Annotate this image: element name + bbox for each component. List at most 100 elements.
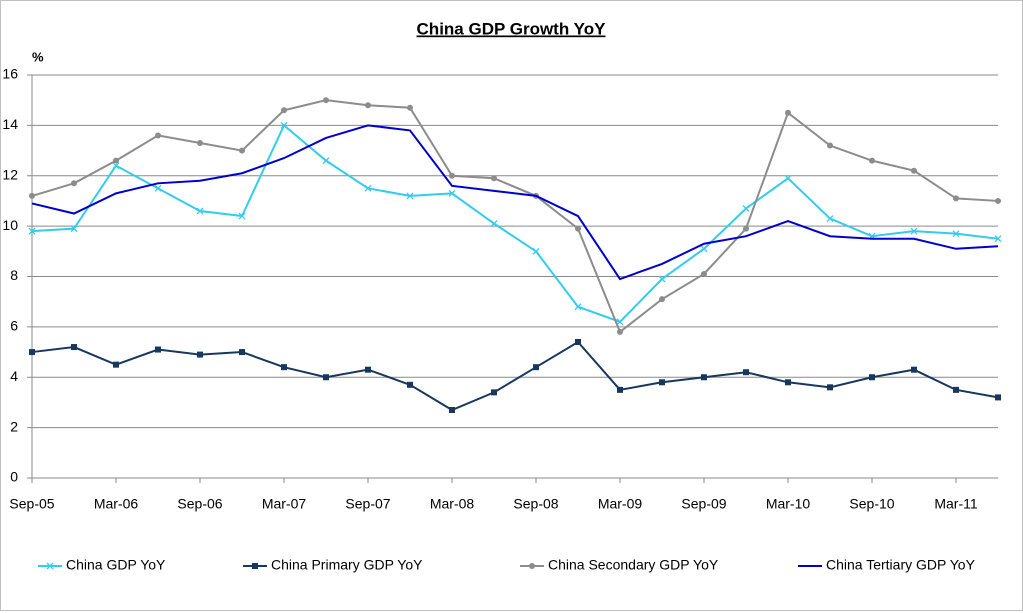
y-tick-label: 8 (10, 267, 18, 283)
x-tick-label: Mar-06 (94, 496, 139, 512)
marker (113, 157, 119, 164)
marker (155, 346, 161, 353)
marker (365, 102, 371, 109)
marker (490, 220, 498, 228)
marker (869, 374, 875, 381)
marker (700, 245, 708, 253)
marker (322, 157, 330, 165)
marker (995, 197, 1001, 204)
marker (784, 174, 792, 182)
marker (323, 97, 329, 104)
marker (617, 386, 623, 393)
marker (252, 563, 258, 569)
x-tick-label: Sep-08 (513, 496, 558, 512)
marker (785, 109, 791, 116)
marker (616, 318, 624, 326)
x-tick-label: Sep-06 (177, 496, 222, 512)
marker (827, 142, 833, 149)
x-tick-label: Sep-10 (849, 496, 894, 512)
marker (910, 227, 918, 235)
marker (575, 338, 581, 345)
marker (994, 235, 1002, 243)
marker (743, 369, 749, 376)
series-line (31, 340, 999, 412)
marker (406, 192, 414, 200)
marker (46, 562, 54, 570)
marker (196, 207, 204, 215)
marker (826, 215, 834, 223)
marker (529, 563, 535, 569)
x-tick-label: Mar-09 (598, 496, 643, 512)
marker (575, 225, 581, 232)
marker (155, 132, 161, 139)
legend-label: China Primary GDP YoY (271, 557, 423, 573)
x-tick-label: Sep-05 (9, 496, 54, 512)
marker (953, 195, 959, 202)
marker (407, 381, 413, 388)
x-tick-label: Mar-08 (430, 496, 475, 512)
series-line (31, 99, 999, 334)
marker (827, 384, 833, 391)
marker (71, 344, 77, 351)
marker (197, 351, 203, 358)
marker (281, 107, 287, 114)
marker (29, 349, 35, 356)
y-tick-label: 12 (2, 166, 18, 182)
marker (29, 192, 35, 199)
x-tick-label: Mar-11 (934, 496, 978, 512)
series-line (31, 123, 999, 323)
marker (743, 225, 749, 232)
marker (449, 172, 455, 179)
marker (742, 205, 750, 212)
marker (113, 361, 119, 368)
marker (71, 180, 77, 187)
marker (911, 167, 917, 174)
marker (281, 364, 287, 371)
marker (365, 366, 371, 373)
marker (407, 104, 413, 111)
marker (239, 349, 245, 356)
marker (491, 389, 497, 396)
y-tick-label: 16 (2, 66, 18, 82)
marker (70, 225, 78, 233)
marker (197, 140, 203, 147)
marker (238, 212, 246, 220)
marker (658, 275, 666, 283)
marker (995, 394, 1001, 401)
marker (659, 296, 665, 303)
marker (280, 121, 288, 129)
marker (533, 364, 539, 371)
y-tick-label: 0 (10, 469, 18, 485)
y-tick-label: 4 (10, 368, 18, 384)
marker (448, 189, 456, 197)
legend-label: China Secondary GDP YoY (548, 557, 719, 573)
marker (154, 184, 162, 192)
marker (239, 147, 245, 154)
marker (112, 162, 120, 170)
x-tick-label: Sep-09 (681, 496, 726, 512)
marker (28, 227, 36, 235)
marker (869, 157, 875, 164)
chart-title: China GDP Growth YoY (417, 19, 607, 38)
marker (617, 328, 623, 335)
marker (532, 247, 540, 255)
marker (701, 270, 707, 277)
y-tick-label: 6 (10, 318, 18, 334)
y-tick-label: 14 (2, 116, 18, 132)
marker (491, 175, 497, 182)
marker (701, 374, 707, 381)
x-tick-label: Mar-10 (766, 496, 811, 512)
marker (449, 406, 455, 413)
marker (953, 386, 959, 393)
x-tick-label: Sep-07 (345, 496, 390, 512)
y-tick-label: 10 (2, 217, 18, 233)
legend-label: China GDP YoY (66, 557, 166, 573)
marker (952, 230, 960, 238)
marker (785, 379, 791, 386)
y-tick-label: 2 (10, 418, 18, 434)
y-axis-label: % (32, 49, 44, 64)
marker (323, 374, 329, 381)
legend-label: China Tertiary GDP YoY (826, 557, 976, 573)
